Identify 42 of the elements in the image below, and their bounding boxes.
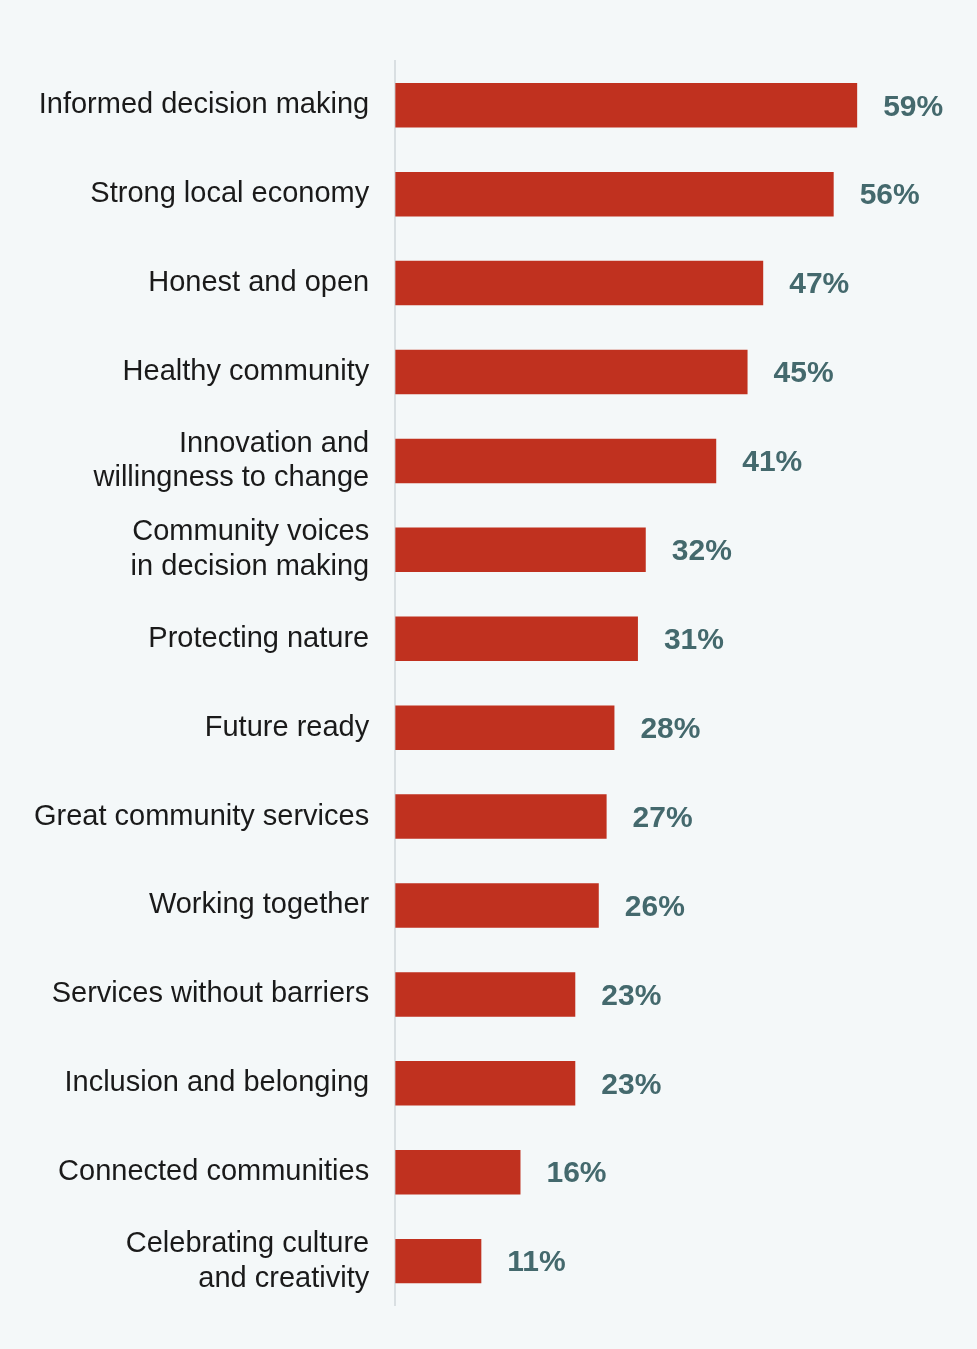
bar (395, 794, 607, 839)
bar (395, 83, 858, 128)
bar (395, 972, 576, 1017)
data-label: 45% (773, 355, 834, 389)
data-label: 26% (624, 888, 685, 922)
y-tick-label: Future ready (204, 709, 370, 742)
y-tick-label: Innovation and willingness to change (92, 425, 370, 493)
data-label: 41% (742, 444, 803, 478)
data-label: 23% (601, 1066, 662, 1100)
data-label: 28% (640, 710, 701, 744)
data-label: 11% (507, 1244, 566, 1278)
y-tick-label: Celebrating culture and creativity (125, 1225, 370, 1293)
y-tick-label: Community voices in decision making (130, 514, 370, 582)
y-tick-label: Healthy community (122, 354, 370, 386)
bar (395, 171, 834, 217)
y-tick-label: Strong local economy (90, 176, 370, 209)
bar (395, 616, 638, 661)
bar (395, 438, 717, 484)
y-tick-label: Services without barriers (51, 976, 370, 1009)
data-label: 59% (883, 88, 944, 122)
y-tick-label: Working together (148, 887, 370, 920)
y-tick-label: Honest and open (148, 265, 370, 298)
data-label: 56% (859, 177, 920, 211)
bar (395, 1238, 482, 1284)
bar (395, 1150, 521, 1195)
y-tick-label: Connected communities (58, 1154, 370, 1187)
bar (395, 260, 764, 306)
data-label: 31% (663, 622, 724, 656)
data-label: 27% (632, 799, 693, 833)
bar (395, 349, 748, 395)
y-tick-label: Inclusion and belonging (64, 1065, 370, 1098)
y-tick-label: Great community services (34, 798, 370, 831)
data-label: 23% (601, 977, 662, 1011)
data-label: 47% (789, 266, 850, 300)
data-label: 32% (671, 533, 732, 567)
bar (395, 527, 646, 573)
data-label: 16% (546, 1155, 607, 1189)
y-tick-label: Informed decision making (38, 87, 370, 120)
bar (395, 883, 599, 928)
bar (395, 705, 615, 750)
bar (395, 1061, 576, 1106)
y-tick-label: Protecting nature (148, 620, 370, 653)
